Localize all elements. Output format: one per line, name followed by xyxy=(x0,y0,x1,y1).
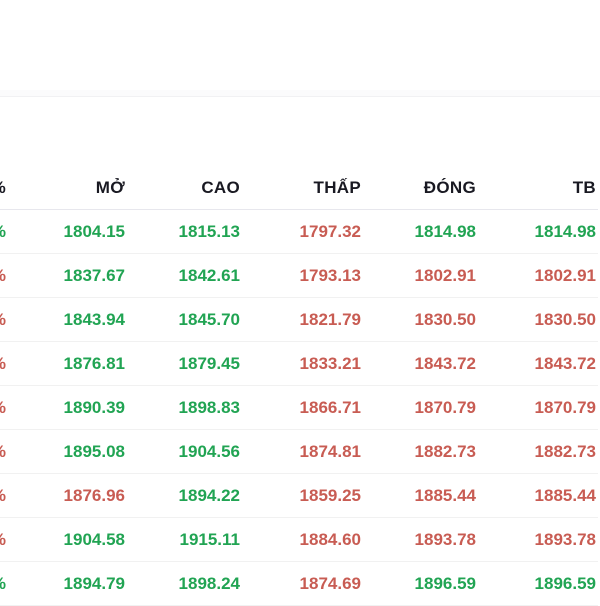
cell-percent-change: % xyxy=(0,342,8,385)
cell-low: 1793.13 xyxy=(299,265,361,285)
cell-average: 1896.59 xyxy=(534,573,596,593)
table-row: % 1895.08 1904.56 1874.81 1882.73 1882.7… xyxy=(0,430,598,474)
cell-open: 1804.15 xyxy=(63,221,125,241)
cell-average: 1814.98 xyxy=(534,221,596,241)
cell-percent-change: % xyxy=(0,430,8,473)
cell-low: 1797.32 xyxy=(299,221,361,241)
section-divider xyxy=(0,90,600,97)
cell-open: 1904.58 xyxy=(63,529,125,549)
cell-percent-change: % xyxy=(0,474,8,517)
cell-low: 1821.79 xyxy=(299,309,361,329)
column-header-high: CAO xyxy=(201,178,240,197)
cell-close: 1870.79 xyxy=(414,397,476,417)
cell-average: 1893.78 xyxy=(534,529,596,549)
cell-average: 1830.50 xyxy=(534,309,596,329)
column-header-average: TB xyxy=(572,178,596,197)
table-header-row: % MỞ CAO THẤP ĐÓNG TB xyxy=(0,167,598,210)
cell-close: 1882.73 xyxy=(414,441,476,461)
cell-high: 1915.11 xyxy=(179,529,240,549)
cell-open: 1876.81 xyxy=(63,353,125,373)
cell-average: 1870.79 xyxy=(534,397,596,417)
column-header-open: MỞ xyxy=(95,178,125,197)
cell-close: 1802.91 xyxy=(414,265,476,285)
table-row: % 1876.81 1879.45 1833.21 1843.72 1843.7… xyxy=(0,342,598,386)
cell-close: 1830.50 xyxy=(414,309,476,329)
cell-low: 1866.71 xyxy=(299,397,361,417)
cell-high: 1898.24 xyxy=(178,573,240,593)
cell-close: 1814.98 xyxy=(414,221,476,241)
cell-open: 1843.94 xyxy=(63,309,125,329)
table-body: % 1804.15 1815.13 1797.32 1814.98 1814.9… xyxy=(0,210,598,606)
column-header-close: ĐÓNG xyxy=(423,178,476,197)
table-row: % 1843.94 1845.70 1821.79 1830.50 1830.5… xyxy=(0,298,598,342)
cell-percent-change: % xyxy=(0,562,8,605)
cell-close: 1893.78 xyxy=(414,529,476,549)
cell-percent-change: % xyxy=(0,254,8,297)
cell-close: 1843.72 xyxy=(414,353,476,373)
cell-average: 1802.91 xyxy=(534,265,596,285)
cell-percent-change: % xyxy=(0,386,8,429)
column-header-percent: % xyxy=(0,167,8,209)
cell-close: 1896.59 xyxy=(414,573,476,593)
cell-open: 1837.67 xyxy=(63,265,125,285)
cell-percent-change: % xyxy=(0,298,8,341)
table-row: % 1904.58 1915.11 1884.60 1893.78 1893.7… xyxy=(0,518,598,562)
cell-open: 1895.08 xyxy=(63,441,125,461)
cell-percent-change: % xyxy=(0,518,8,561)
cell-high: 1898.83 xyxy=(178,397,240,417)
table-row: % 1876.96 1894.22 1859.25 1885.44 1885.4… xyxy=(0,474,598,518)
cell-average: 1885.44 xyxy=(534,485,596,505)
cell-average: 1843.72 xyxy=(534,353,596,373)
cell-high: 1894.22 xyxy=(178,485,240,505)
column-header-low: THẤP xyxy=(313,178,361,197)
cell-open: 1894.79 xyxy=(63,573,125,593)
cell-low: 1859.25 xyxy=(299,485,361,505)
cell-high: 1815.13 xyxy=(178,221,240,241)
cell-low: 1833.21 xyxy=(299,353,361,373)
cell-open: 1890.39 xyxy=(63,397,125,417)
table-row: % 1890.39 1898.83 1866.71 1870.79 1870.7… xyxy=(0,386,598,430)
cell-low: 1874.81 xyxy=(299,441,361,461)
table-row: % 1894.79 1898.24 1874.69 1896.59 1896.5… xyxy=(0,562,598,606)
cell-close: 1885.44 xyxy=(414,485,476,505)
table-row: % 1837.67 1842.61 1793.13 1802.91 1802.9… xyxy=(0,254,598,298)
cell-percent-change: % xyxy=(0,210,8,253)
cell-average: 1882.73 xyxy=(534,441,596,461)
cell-low: 1884.60 xyxy=(299,529,361,549)
cell-high: 1879.45 xyxy=(178,353,240,373)
price-table: % MỞ CAO THẤP ĐÓNG TB % 1804.15 1815.13 … xyxy=(0,167,598,606)
cell-high: 1845.70 xyxy=(178,309,240,329)
cell-high: 1904.56 xyxy=(178,441,240,461)
cell-low: 1874.69 xyxy=(299,573,361,593)
cell-high: 1842.61 xyxy=(178,265,240,285)
cell-open: 1876.96 xyxy=(63,485,125,505)
table-row: % 1804.15 1815.13 1797.32 1814.98 1814.9… xyxy=(0,210,598,254)
